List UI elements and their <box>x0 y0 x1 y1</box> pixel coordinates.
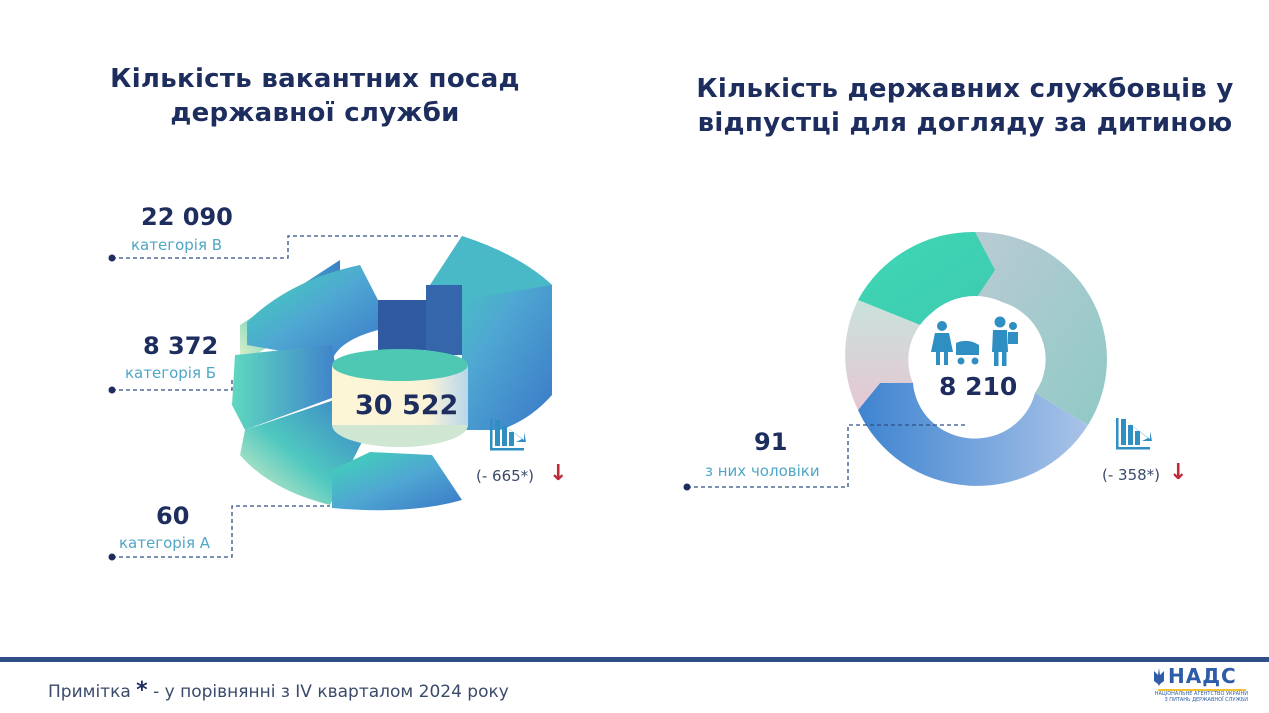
men-label: з них чоловіки <box>705 462 820 480</box>
leader-line-category-b2 <box>112 378 233 391</box>
category-b-value: 22 090 <box>141 203 233 231</box>
pie-segment-category-b-top <box>430 236 552 300</box>
category-b2-value: 8 372 <box>143 332 219 360</box>
donut-segment-blue <box>858 383 1088 486</box>
leader-line-category-a <box>112 505 330 558</box>
logo-underline <box>1158 689 1246 691</box>
category-a-value: 60 <box>156 502 190 530</box>
mother-stroller-icon <box>931 321 979 365</box>
parental-leave-change: (- 358*) <box>1102 466 1161 484</box>
leader-dot-men <box>683 483 691 491</box>
vacancies-total: 30 522 <box>355 390 459 421</box>
category-b-label: категорія В <box>131 236 223 254</box>
men-value: 91 <box>754 428 788 456</box>
donut-segment-grey <box>975 231 1107 425</box>
footer-divider <box>0 657 1269 662</box>
leader-dot-category-b2 <box>108 386 116 394</box>
footnote: Примітка * - у порівнянні з IV кварталом… <box>48 678 509 703</box>
leader-dot-category-b <box>108 254 116 262</box>
bar-chart-decrease-icon <box>1116 418 1152 450</box>
leader-dot-category-a <box>108 553 116 561</box>
chart-title-parental-leave: Кількість державних службовців у відпуст… <box>696 74 1234 138</box>
logo-subtitle: НАЦІОНАЛЬНЕ АГЕНТСТВО УКРАЇНИ З ПИТАНЬ Д… <box>1154 691 1248 703</box>
pie-inner-wall-2 <box>426 285 462 355</box>
vacancies-3d-pie <box>232 236 552 511</box>
leader-line-category-b <box>112 235 460 259</box>
pie-center-top <box>332 349 468 381</box>
category-a-label: категорія А <box>119 534 211 552</box>
father-child-icon <box>992 316 1018 366</box>
pie-segment-bottom-right <box>332 452 462 511</box>
donut-segment-pink <box>845 300 920 410</box>
down-arrow-icon: ↓ <box>549 461 568 486</box>
nads-logo: НАДС НАЦІОНАЛЬНЕ АГЕНТСТВО УКРАЇНИ З ПИТ… <box>1152 664 1248 710</box>
footnote-prefix: Примітка <box>48 682 131 702</box>
footnote-star: * <box>136 678 148 703</box>
leader-line-men <box>687 424 965 488</box>
logo-name: НАДС <box>1168 664 1237 688</box>
pie-segment-top-left <box>247 265 378 360</box>
parental-leave-total: 8 210 <box>939 372 1018 401</box>
down-arrow-icon: ↓ <box>1169 460 1188 485</box>
pie-inner-wall-1 <box>378 300 430 350</box>
vacancies-change: (- 665*) <box>476 467 535 485</box>
category-b2-label: категорія Б <box>125 364 217 382</box>
bar-chart-decrease-icon <box>490 419 526 451</box>
donut-segment-teal <box>858 231 995 325</box>
trident-icon <box>1154 668 1164 686</box>
pie-segment-mid-left <box>232 345 340 430</box>
footnote-text: - у порівнянні з IV кварталом 2024 року <box>153 682 509 702</box>
chart-title-vacancies: Кількість вакантних посад державної служ… <box>110 64 520 128</box>
